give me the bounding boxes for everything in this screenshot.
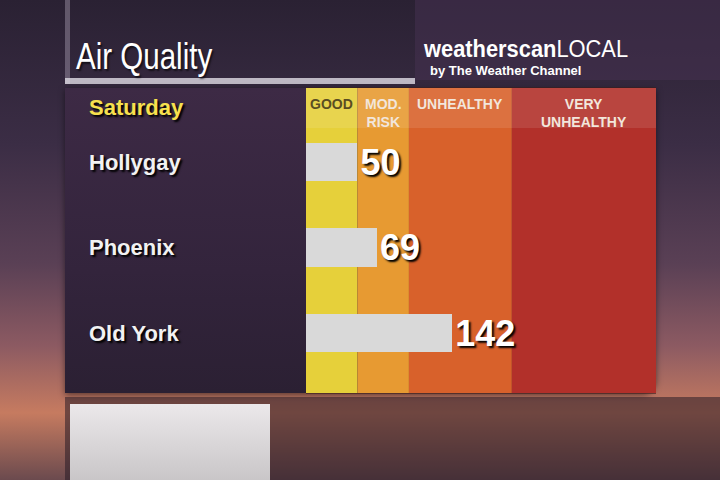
svg-text:Phoenix: Phoenix [89,235,175,260]
html-text:by The Weather Channel: by The Weather Channel [430,63,582,78]
html-text:weatherscan LOCAL: weatherscan LOCAL [424,36,629,62]
svg-text:Saturday: Saturday [89,95,184,120]
svg-text:MOD.RISK: MOD.RISK [365,96,402,130]
svg-text:Old York: Old York [89,321,179,346]
html-text:Air Quality: Air Quality [76,36,213,77]
svg-text:GOOD: GOOD [310,96,353,112]
svg-text:142: 142 [455,313,515,354]
svg-text:69: 69 [380,227,420,268]
svg-text:Hollygay: Hollygay [89,150,181,175]
svg-text:VERYUNHEALTHY: VERYUNHEALTHY [541,96,627,130]
svg-text:UNHEALTHY: UNHEALTHY [417,96,503,112]
svg-text:50: 50 [360,142,400,183]
